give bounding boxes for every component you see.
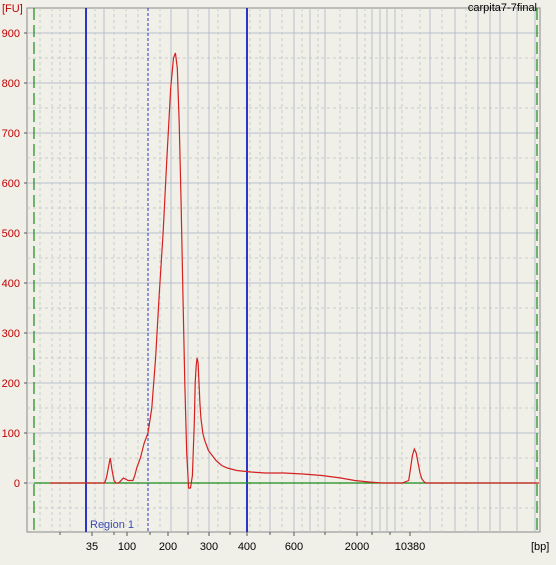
x-tick-label: 400 — [238, 541, 256, 553]
y-tick-label: 600 — [2, 178, 20, 190]
x-tick-label: 100 — [118, 541, 136, 553]
chart-title: carpita7-7final — [468, 2, 537, 14]
y-tick-label: 700 — [2, 128, 20, 140]
x-tick-label: 10380 — [395, 541, 426, 553]
region-label: Region 1 — [90, 519, 134, 531]
y-tick-label: 0 — [14, 478, 20, 490]
fluorescence-trace — [49, 52, 539, 489]
y-tick-label: 100 — [2, 428, 20, 440]
y-tick-label: 900 — [2, 28, 20, 40]
y-tick-label: 200 — [2, 378, 20, 390]
x-tick-label: 300 — [200, 541, 218, 553]
x-axis-label: [bp] — [531, 541, 549, 553]
x-tick-label: 200 — [159, 541, 177, 553]
x-tick-label: 35 — [86, 541, 98, 553]
axis-ticks: 0 100 200 300 400 500 600 700 800 900 35 100 200 300 4… — [2, 28, 426, 553]
y-axis-label: [FU] — [2, 3, 23, 15]
y-tick-label: 400 — [2, 278, 20, 290]
x-tick-label: 600 — [285, 541, 303, 553]
y-tick-label: 800 — [2, 78, 20, 90]
y-tick-label: 300 — [2, 328, 20, 340]
grid-lines — [26, 7, 541, 533]
x-tick-label: 2000 — [345, 541, 369, 553]
y-tick-label: 500 — [2, 228, 20, 240]
